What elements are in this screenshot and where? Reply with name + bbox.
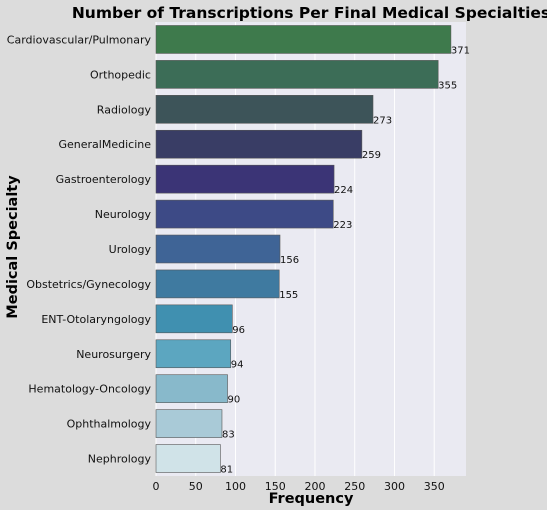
category-labels: Cardiovascular/Pulmonary Orthopedic Radiol… bbox=[7, 33, 152, 465]
category-label: Cardiovascular/Pulmonary bbox=[7, 33, 152, 46]
x-tick-label: 100 bbox=[225, 480, 246, 493]
category-label: Radiology bbox=[97, 103, 152, 116]
category-label: Gastroenterology bbox=[56, 173, 152, 186]
category-label: Nephrology bbox=[88, 453, 152, 466]
bar bbox=[155, 339, 232, 369]
x-tick-label: 50 bbox=[189, 480, 203, 493]
bar bbox=[155, 25, 452, 54]
data-label: 94 bbox=[231, 360, 244, 371]
data-label: 371 bbox=[451, 45, 470, 56]
category-label: Ophthalmology bbox=[67, 418, 152, 431]
category-label: Obstetrics/Gynecology bbox=[26, 278, 151, 291]
bar bbox=[155, 374, 228, 403]
bar bbox=[155, 95, 374, 124]
data-label: 224 bbox=[334, 185, 353, 196]
x-tick-label: 200 bbox=[304, 480, 325, 493]
data-label: 223 bbox=[333, 220, 352, 231]
x-tick-label: 250 bbox=[344, 480, 365, 493]
category-label: ENT-Otolaryngology bbox=[41, 313, 151, 326]
x-axis-label: Frequency bbox=[269, 491, 354, 507]
x-tick-label: 0 bbox=[153, 480, 160, 493]
data-label: 355 bbox=[438, 80, 457, 91]
bar bbox=[155, 199, 334, 229]
category-label: Hematology-Oncology bbox=[28, 383, 151, 396]
category-label: Neurosurgery bbox=[76, 348, 151, 361]
data-label: 156 bbox=[280, 255, 299, 266]
category-label: Urology bbox=[109, 243, 152, 256]
data-label: 259 bbox=[362, 150, 381, 161]
category-label: GeneralMedicine bbox=[59, 138, 152, 151]
x-tick-label: 300 bbox=[384, 480, 405, 493]
data-label: 90 bbox=[228, 395, 241, 406]
data-label: 83 bbox=[222, 430, 235, 441]
x-tick-label: 150 bbox=[265, 480, 286, 493]
bar bbox=[155, 60, 439, 89]
bar bbox=[155, 269, 280, 299]
bar bbox=[155, 164, 335, 194]
bars bbox=[155, 25, 452, 473]
chart-title: Number of Transcriptions Per Final Medic… bbox=[72, 4, 547, 22]
bar bbox=[155, 409, 223, 438]
data-labels: 371 355 273 259 224 223 156 155 96 94 90 83 81 bbox=[220, 45, 470, 475]
category-label: Orthopedic bbox=[90, 68, 151, 81]
x-tick-label: 350 bbox=[424, 480, 445, 493]
bar bbox=[155, 304, 233, 334]
data-label: 155 bbox=[279, 290, 298, 301]
data-label: 96 bbox=[232, 325, 245, 336]
x-tick-labels: 0 50 100 150 200 250 300 350 bbox=[153, 480, 445, 493]
data-label: 81 bbox=[220, 465, 233, 476]
data-label: 273 bbox=[373, 115, 392, 126]
y-axis-label: Medical Specialty bbox=[5, 175, 21, 319]
bar bbox=[155, 129, 363, 159]
bar bbox=[155, 234, 281, 264]
bar bbox=[155, 444, 221, 473]
category-label: Neurology bbox=[95, 208, 152, 221]
